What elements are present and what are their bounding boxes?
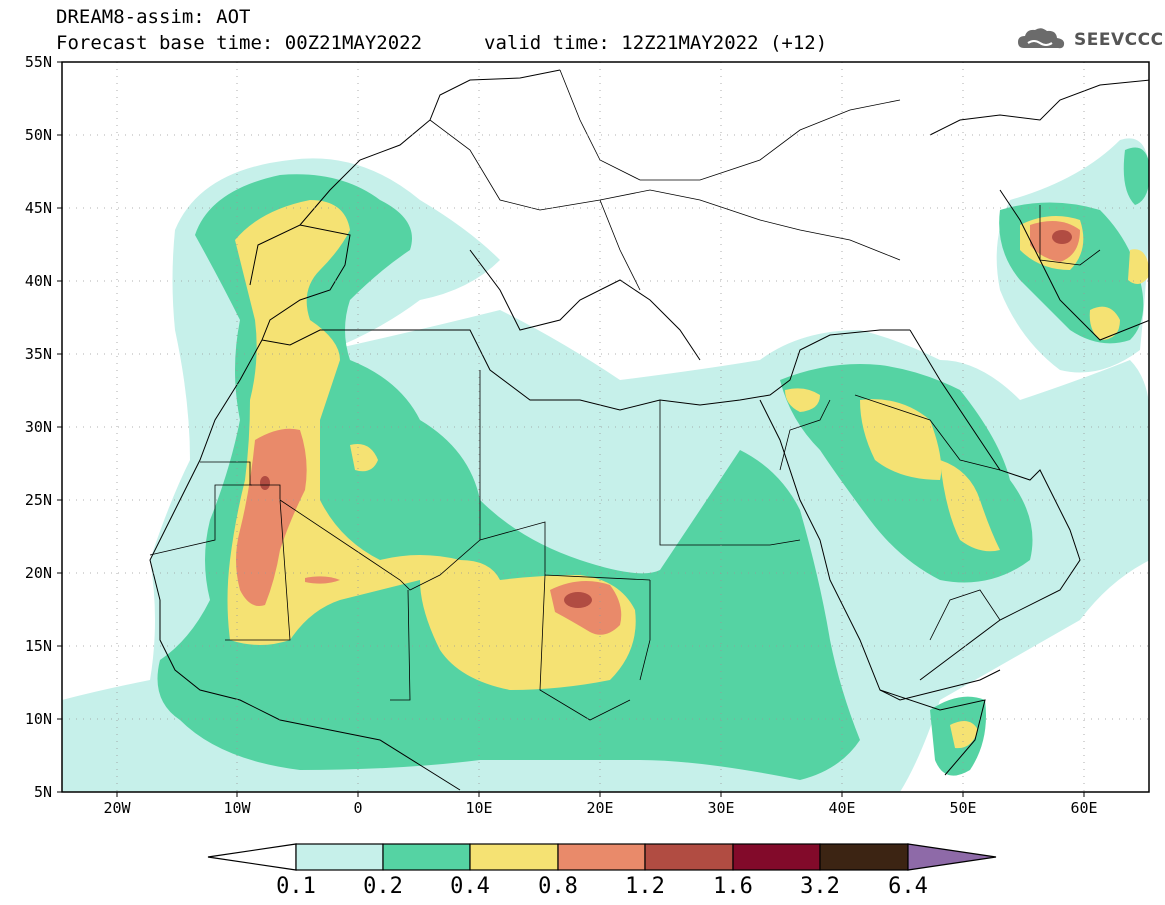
lat-label: 15N [25,637,52,655]
lat-label: 10N [25,710,52,728]
colorbar-segment [557,843,646,871]
lon-label: 50E [949,799,976,817]
lat-label: 35N [25,345,52,363]
lat-label: 5N [34,783,52,801]
tick-marks [57,61,1085,797]
colorbar-segment [819,843,909,871]
forecast-base-time: Forecast base time: 00Z21MAY2022 [56,32,423,54]
valid-time: valid time: 12Z21MAY2022 (+12) [484,32,828,54]
seevccc-logo [1018,28,1065,49]
lat-label: 30N [25,418,52,436]
coastlines [149,69,1149,791]
colorbar-segment [644,843,734,871]
colorbar-segment [469,843,559,871]
lat-label: 25N [25,491,52,509]
colorbar-segment [382,843,471,871]
colorbar-label: 3.2 [800,874,840,899]
lat-label: 45N [25,199,52,217]
graticule [62,62,1149,792]
colorbar-arrow-high [907,843,997,871]
colorbar-segment [295,843,384,871]
lon-label: 40E [828,799,855,817]
lon-label: 10E [465,799,492,817]
aot-level-1.2 [260,230,1072,608]
lon-label: 60E [1070,799,1097,817]
colorbar-label: 0.2 [363,874,403,899]
lon-label: 0 [353,799,362,817]
colorbar-label: 0.4 [450,874,490,899]
map-title: DREAM8-assim: AOT [56,6,251,28]
colorbar-label: 1.2 [625,874,665,899]
colorbar-label: 1.6 [713,874,753,899]
colorbar-label: 0.8 [538,874,578,899]
lon-label: 10W [223,799,251,817]
lat-label: 55N [25,53,52,71]
lon-labels: 20W 10W 0 10E 20E 30E 40E 50E 60E [103,799,1097,817]
colorbar-arrow-low [207,843,297,871]
colorbar: 0.1 0.2 0.4 0.8 1.2 1.6 3.2 6.4 [207,843,997,899]
colorbar-label: 6.4 [888,874,928,899]
lat-label: 20N [25,564,52,582]
lat-label: 40N [25,272,52,290]
lon-label: 20E [586,799,613,817]
lat-labels: 55N 50N 45N 40N 35N 30N 25N 20N 15N 10N … [25,53,52,801]
lat-label: 50N [25,126,52,144]
aot-contours [62,138,1149,792]
colorbar-segment [732,843,821,871]
country-borders [149,69,1101,721]
lon-label: 30E [707,799,734,817]
colorbar-label: 0.1 [276,874,316,899]
logo-text: SEEVCCC [1074,30,1164,50]
lon-label: 20W [103,799,131,817]
